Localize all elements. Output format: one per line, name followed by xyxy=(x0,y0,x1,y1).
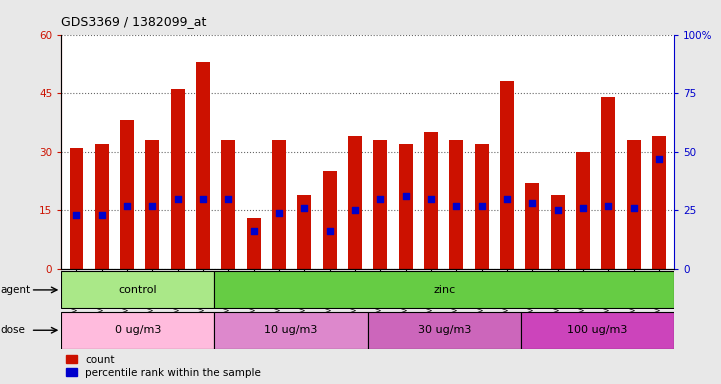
Bar xyxy=(474,144,489,269)
Bar xyxy=(221,140,235,269)
Point xyxy=(198,195,209,202)
Point xyxy=(653,156,665,162)
Point xyxy=(248,228,260,234)
Point xyxy=(425,195,437,202)
Point xyxy=(552,207,563,214)
Bar xyxy=(576,152,590,269)
Bar xyxy=(373,140,387,269)
Bar xyxy=(272,140,286,269)
Text: dose: dose xyxy=(1,325,26,335)
Bar xyxy=(120,121,134,269)
Point xyxy=(578,205,589,211)
Text: zinc: zinc xyxy=(433,285,456,295)
Point xyxy=(526,200,538,206)
Text: agent: agent xyxy=(1,285,31,295)
Legend: count, percentile rank within the sample: count, percentile rank within the sample xyxy=(66,355,261,378)
Point xyxy=(375,195,386,202)
Bar xyxy=(424,132,438,269)
Bar xyxy=(215,312,368,349)
Text: 100 ug/m3: 100 ug/m3 xyxy=(567,325,628,335)
Bar xyxy=(399,144,412,269)
Point xyxy=(273,210,285,216)
Point xyxy=(172,195,184,202)
Text: control: control xyxy=(118,285,157,295)
Point xyxy=(298,205,310,211)
Bar xyxy=(247,218,261,269)
Bar xyxy=(298,195,311,269)
Bar xyxy=(69,148,84,269)
Bar xyxy=(171,89,185,269)
Point xyxy=(501,195,513,202)
Point xyxy=(476,202,487,209)
Bar xyxy=(551,195,565,269)
Bar xyxy=(601,97,615,269)
Bar xyxy=(348,136,362,269)
Bar xyxy=(146,140,159,269)
Text: 30 ug/m3: 30 ug/m3 xyxy=(417,325,471,335)
Bar xyxy=(627,140,640,269)
Bar xyxy=(95,144,109,269)
Text: GDS3369 / 1382099_at: GDS3369 / 1382099_at xyxy=(61,15,207,28)
Point xyxy=(628,205,640,211)
Bar xyxy=(526,183,539,269)
Point xyxy=(96,212,107,218)
Text: 10 ug/m3: 10 ug/m3 xyxy=(265,325,318,335)
Point xyxy=(71,212,82,218)
Point xyxy=(451,202,462,209)
Bar xyxy=(196,62,210,269)
Text: 0 ug/m3: 0 ug/m3 xyxy=(115,325,161,335)
Point xyxy=(603,202,614,209)
Bar xyxy=(368,312,521,349)
Bar xyxy=(521,312,674,349)
Point xyxy=(121,202,133,209)
Bar xyxy=(61,271,215,308)
Point xyxy=(349,207,360,214)
Bar xyxy=(215,271,674,308)
Bar xyxy=(61,312,215,349)
Bar xyxy=(500,81,514,269)
Point xyxy=(324,228,335,234)
Bar xyxy=(323,171,337,269)
Point xyxy=(146,202,158,209)
Point xyxy=(400,193,412,199)
Bar xyxy=(652,136,666,269)
Bar xyxy=(449,140,464,269)
Point xyxy=(223,195,234,202)
